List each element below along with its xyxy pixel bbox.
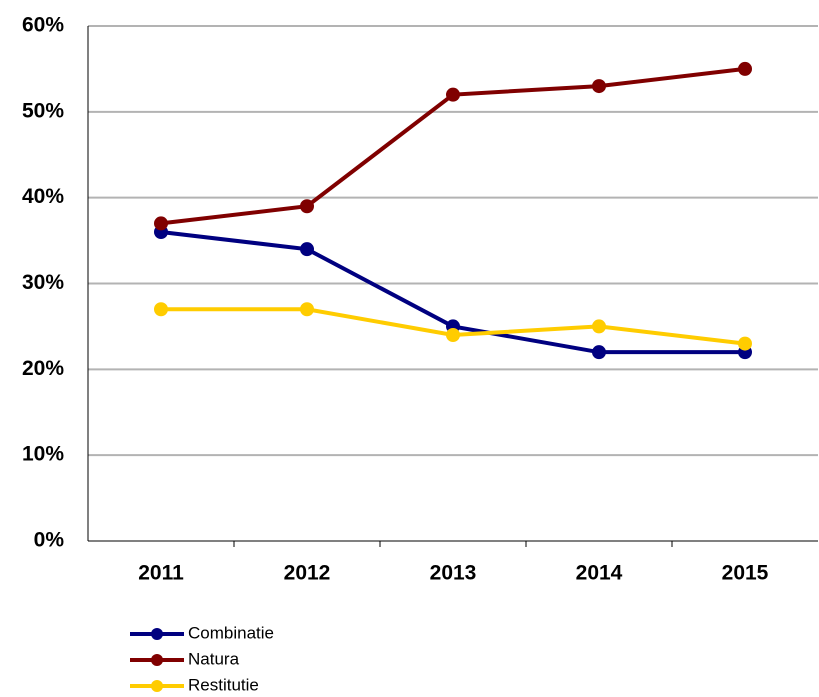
point (592, 345, 606, 360)
y-tick-label: 30% (22, 271, 64, 294)
point (154, 216, 168, 231)
legend-marker (151, 680, 163, 692)
point (446, 87, 460, 102)
point (738, 61, 752, 76)
point (300, 199, 314, 214)
x-tick-label: 2014 (576, 562, 623, 585)
point (154, 302, 168, 317)
legend-label: Natura (188, 649, 240, 668)
y-tick-label: 10% (22, 443, 64, 466)
x-tick-label: 2015 (722, 562, 769, 585)
y-tick-label: 0% (34, 529, 65, 552)
point (446, 328, 460, 342)
y-tick-label: 20% (22, 357, 64, 380)
legend-label: Restitutie (188, 675, 259, 694)
y-tick-label: 50% (22, 99, 64, 122)
y-tick-label: 60% (22, 14, 64, 37)
point (592, 79, 606, 94)
point (300, 302, 314, 317)
point (738, 336, 752, 351)
x-tick-label: 2013 (430, 562, 477, 585)
x-tick-label: 2012 (284, 562, 331, 585)
x-tick-label: 2011 (138, 562, 184, 585)
legend-label: Combinatie (188, 623, 274, 642)
point (592, 319, 606, 334)
point (300, 242, 314, 257)
y-tick-label: 40% (22, 185, 64, 208)
legend-marker (151, 654, 163, 666)
legend-marker (151, 628, 163, 640)
